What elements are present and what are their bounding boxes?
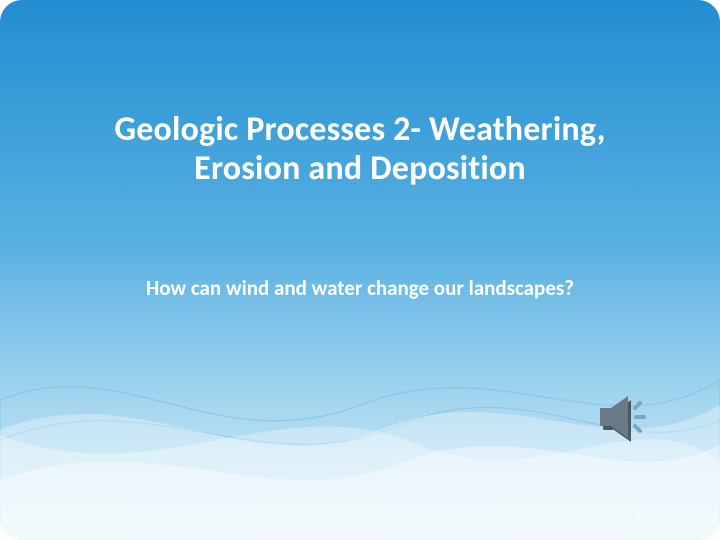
slide-title: Geologic Processes 2- Weathering, Erosio… <box>0 110 720 188</box>
slide-subtitle: How can wind and water change our landsc… <box>0 275 720 301</box>
slide: Geologic Processes 2- Weathering, Erosio… <box>0 0 720 540</box>
speaker-icon[interactable] <box>598 392 658 448</box>
